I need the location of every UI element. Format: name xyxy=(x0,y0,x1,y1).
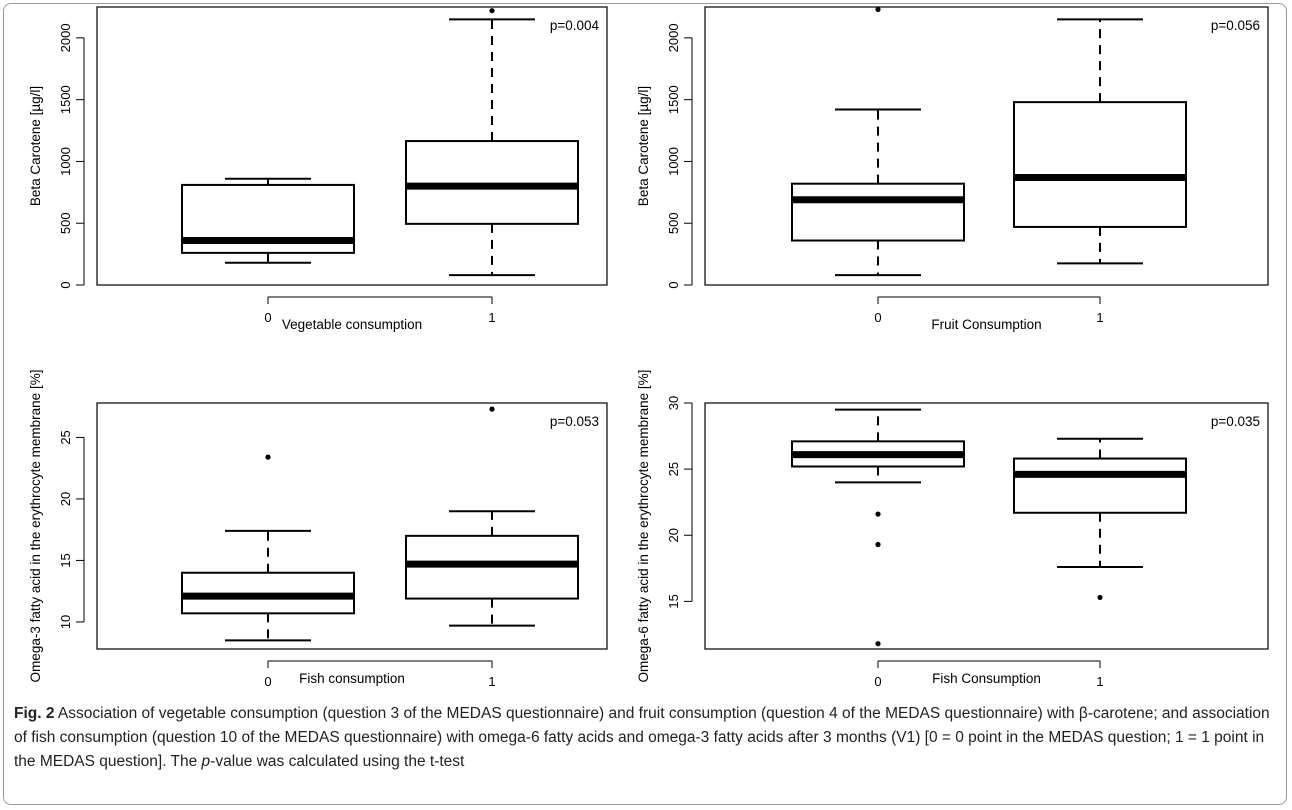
x-axis-label: Vegetable consumption xyxy=(282,317,422,332)
plot-frame xyxy=(96,6,608,286)
y-tick-label: 1500 xyxy=(58,85,73,114)
y-tick-label: 1500 xyxy=(666,85,681,114)
y-axis-label: Omega-3 fatty acid in the erythrocyte me… xyxy=(28,370,43,683)
y-tick-label: 0 xyxy=(58,281,73,288)
y-tick-label: 20 xyxy=(666,528,681,542)
x-tick-label: 0 xyxy=(874,310,881,325)
box xyxy=(1013,101,1187,228)
x-tick-label: 0 xyxy=(874,674,881,689)
plot-frame xyxy=(704,6,1269,286)
y-tick-label: 1000 xyxy=(666,147,681,176)
caption-text: Association of vegetable consumption (qu… xyxy=(14,705,1270,770)
plot-frame xyxy=(704,402,1269,650)
x-tick-label: 1 xyxy=(1096,310,1103,325)
figure-caption: Fig. 2 Association of vegetable consumpt… xyxy=(14,702,1282,774)
outlier-point xyxy=(1097,594,1103,601)
x-tick-label: 0 xyxy=(264,674,271,689)
p-value-annotation: p=0.004 xyxy=(550,18,600,33)
outlier-point xyxy=(875,541,881,548)
outlier-point xyxy=(265,454,271,460)
x-tick-label: 1 xyxy=(488,674,495,689)
p-value-annotation: p=0.035 xyxy=(1211,414,1260,429)
y-tick-label: 10 xyxy=(58,615,73,629)
caption-label: Fig. 2 xyxy=(14,705,55,722)
x-tick-label: 1 xyxy=(1096,674,1103,689)
box xyxy=(405,140,579,225)
y-tick-label: 2000 xyxy=(666,23,681,52)
y-tick-label: 15 xyxy=(666,594,681,608)
y-tick-label: 25 xyxy=(666,462,681,476)
caption-text-end: -value was calculated using the t-test xyxy=(210,753,465,770)
y-tick-label: 20 xyxy=(58,492,73,506)
outlier-point xyxy=(489,406,495,412)
x-tick-label: 1 xyxy=(488,310,495,325)
y-tick-label: 0 xyxy=(666,281,681,288)
y-axis-label: Omega-6 fatty acid in the erythrocyte me… xyxy=(636,370,651,683)
x-axis-label: Fish Consumption xyxy=(932,671,1041,686)
y-axis-label: Beta Carotene [µg/l] xyxy=(28,86,43,206)
outlier-point xyxy=(875,641,881,647)
outlier-point xyxy=(875,511,881,517)
outlier-point xyxy=(489,8,495,14)
y-tick-label: 25 xyxy=(58,430,73,444)
box xyxy=(791,182,965,242)
p-value-annotation: p=0.056 xyxy=(1211,18,1260,33)
y-axis-label: Beta Carotene [µg/l] xyxy=(636,86,651,206)
x-tick-label: 0 xyxy=(264,310,271,325)
y-tick-label: 500 xyxy=(58,212,73,234)
y-tick-label: 15 xyxy=(58,553,73,567)
y-tick-label: 2000 xyxy=(58,23,73,52)
box xyxy=(1013,457,1187,514)
plot-frame xyxy=(96,402,608,650)
y-tick-label: 500 xyxy=(666,212,681,234)
p-value-annotation: p=0.053 xyxy=(550,414,599,429)
y-tick-label: 1000 xyxy=(58,147,73,176)
y-tick-label: 30 xyxy=(666,396,681,410)
x-axis-label: Fruit Consumption xyxy=(931,317,1041,332)
outlier-point xyxy=(875,6,881,13)
caption-italic: p xyxy=(201,753,211,770)
x-axis-label: Fish consumption xyxy=(299,671,405,686)
